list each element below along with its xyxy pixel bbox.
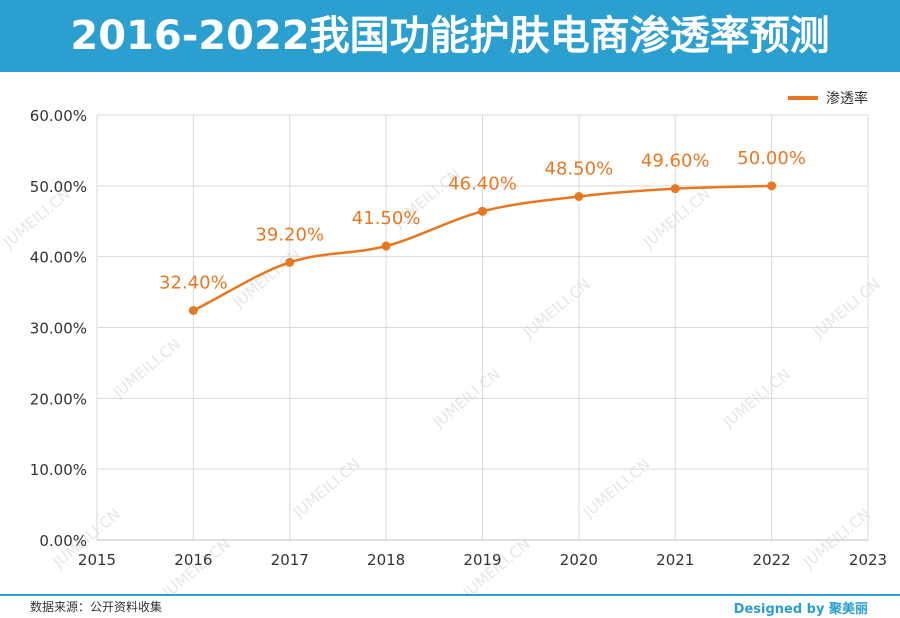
data-point [670, 184, 680, 194]
data-label: 32.40% [159, 273, 228, 294]
watermark-text: JUMEILI.CN [519, 275, 594, 342]
data-label: 39.20% [255, 224, 324, 245]
watermark-layer: JUMEILI.CN JUMEILI.CN JUMEILI.CN JUMEILI.CN… [0, 165, 884, 594]
legend-label: 渗透率 [826, 90, 868, 107]
x-tick-label: 2016 [174, 551, 212, 569]
x-tick-label: 2018 [367, 551, 405, 569]
data-point [574, 191, 584, 201]
y-tick-label: 20.00% [30, 390, 87, 408]
x-tick-label: 2021 [656, 551, 694, 569]
data-label: 46.40% [448, 173, 517, 194]
y-tick-label: 30.00% [30, 320, 87, 338]
legend: 渗透率 [788, 90, 868, 107]
data-source: 数据来源：公开资料收集 [30, 600, 163, 614]
data-point [478, 206, 487, 216]
y-tick-label: 40.00% [30, 249, 87, 267]
y-tick-label: 60.00% [30, 107, 87, 125]
x-tick-label: 2015 [78, 551, 116, 569]
x-tick-label: 2022 [753, 551, 791, 569]
data-label: 49.60% [641, 151, 710, 172]
title-bar: 2016-2022我国功能护肤电商渗透率预测 [0, 0, 900, 72]
series-layer: 32.40% 39.20% 41.50% 46.40% 48.50% 49.60% 50.0… [159, 148, 806, 315]
watermark-text: JUMEILI.CN [639, 185, 714, 252]
watermark-text: JUMEILI.CN [109, 335, 184, 402]
brand-credit: Designed by 聚美丽 [733, 602, 868, 617]
footer-divider [0, 594, 900, 596]
line-chart: JUMEILI.CN JUMEILI.CN JUMEILI.CN JUMEILI.CN… [0, 90, 887, 594]
watermark-text: JUMEILI.CN [229, 245, 304, 312]
x-tick-label: 2017 [271, 551, 309, 569]
chart-title: 2016-2022我国功能护肤电商渗透率预测 [70, 13, 830, 59]
x-tick-label: 2020 [560, 551, 598, 569]
data-point [285, 257, 295, 267]
axes-layer: 0.00% 10.00% 20.00% 30.00% 40.00% 50.00% 60.00… [30, 107, 887, 569]
data-label: 48.50% [545, 158, 614, 179]
y-tick-label: 0.00% [39, 532, 87, 550]
watermark-text: JUMEILI.CN [809, 275, 884, 342]
data-point [381, 241, 391, 251]
y-tick-label: 10.00% [30, 461, 87, 479]
data-label: 41.50% [352, 208, 421, 229]
data-point [767, 181, 777, 191]
x-tick-label: 2019 [463, 551, 501, 569]
data-point [188, 306, 198, 315]
x-tick-label: 2023 [849, 551, 887, 569]
watermark-text: JUMEILI.CN [289, 455, 364, 522]
y-tick-label: 50.00% [30, 178, 87, 196]
watermark-text: JUMEILI.CN [579, 455, 654, 522]
data-label: 50.00% [737, 148, 806, 169]
